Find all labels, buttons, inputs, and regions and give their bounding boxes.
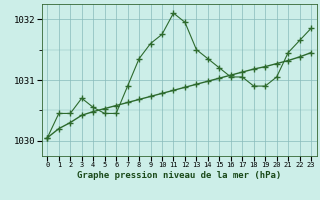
- X-axis label: Graphe pression niveau de la mer (hPa): Graphe pression niveau de la mer (hPa): [77, 171, 281, 180]
